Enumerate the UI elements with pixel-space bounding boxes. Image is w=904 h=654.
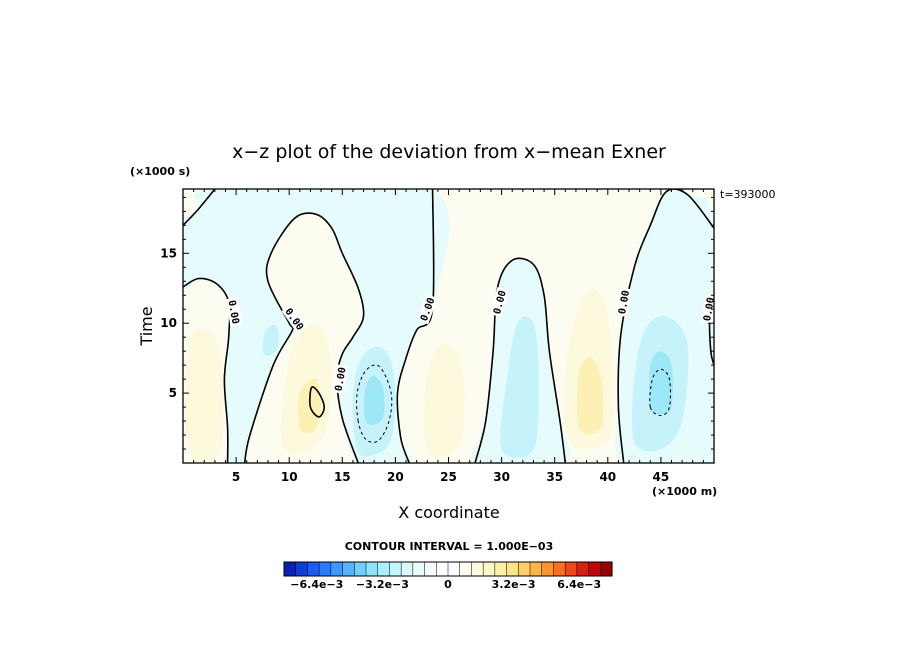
colorbar-swatch-2 bbox=[307, 561, 320, 577]
colorbar-swatch-1 bbox=[295, 561, 308, 577]
y-axis-label: Time bbox=[137, 306, 156, 346]
negative-region-4 bbox=[500, 316, 539, 458]
colorbar-tick-label-2: 0 bbox=[444, 578, 452, 591]
colorbar-swatch-16 bbox=[471, 561, 484, 577]
negative-contour-line-8 bbox=[356, 364, 393, 443]
x-tick-label-40: 40 bbox=[599, 470, 616, 484]
colorbar-swatch-22 bbox=[541, 561, 554, 577]
axis-ticks: 5 10 15 20 25 30 35 40 45 5 10 15 bbox=[160, 189, 714, 484]
x-tick-label-30: 30 bbox=[493, 470, 510, 484]
contour-label-gap-0 bbox=[225, 297, 243, 327]
colorbar-swatch-14 bbox=[447, 561, 461, 577]
colorbar-swatch-26 bbox=[588, 561, 601, 577]
chart-title: x−z plot of the deviation from x−mean Ex… bbox=[232, 141, 666, 163]
negative-contour-line-9 bbox=[649, 368, 671, 417]
contour-label-6: 0.00 bbox=[702, 297, 717, 323]
colorbar-swatch-9 bbox=[389, 561, 402, 577]
contour-label-2: 0.00 bbox=[334, 366, 349, 392]
negative-region-8 bbox=[648, 351, 673, 415]
contour-label-gap-5 bbox=[615, 287, 633, 318]
y-tick-label-5: 5 bbox=[169, 386, 177, 400]
positive-region-11 bbox=[424, 343, 465, 457]
colorbar-tick-label-0: −6.4e−3 bbox=[290, 578, 343, 591]
colorbar-swatch-27 bbox=[600, 561, 613, 577]
zero-contour-line-0 bbox=[183, 189, 216, 226]
colorbar-swatch-24 bbox=[564, 561, 578, 577]
zero-contour-line-7 bbox=[309, 386, 326, 418]
colorbar-swatch-8 bbox=[377, 561, 390, 577]
x-tick-label-45: 45 bbox=[653, 470, 670, 484]
x-tick-label-10: 10 bbox=[281, 470, 298, 484]
colorbar-swatch-10 bbox=[400, 561, 414, 577]
colorbar-swatch-20 bbox=[518, 561, 531, 577]
contour-label-gap-6 bbox=[700, 294, 714, 325]
colorbar-swatch-21 bbox=[529, 561, 543, 577]
colorbar-swatch-17 bbox=[482, 561, 496, 577]
contour-label-gap-3 bbox=[416, 293, 438, 325]
colorbar-swatch-3 bbox=[318, 561, 332, 577]
negative-region-6 bbox=[262, 324, 279, 356]
colorbar: −6.4e−3 −3.2e−3 0 3.2e−3 6.4e−3 bbox=[283, 561, 613, 591]
colorbar-swatch-11 bbox=[412, 561, 426, 577]
colorbar-swatch-18 bbox=[494, 561, 508, 577]
contour-interval-label: CONTOUR INTERVAL = 1.000E−03 bbox=[345, 540, 554, 553]
zero-contour-line-5 bbox=[617, 189, 714, 463]
zero-contour-line-2 bbox=[243, 212, 365, 463]
y-tick-label-10: 10 bbox=[160, 316, 177, 330]
contour-label-5: 0.00 bbox=[617, 290, 632, 316]
positive-region-10 bbox=[185, 328, 224, 462]
y-tick-label-15: 15 bbox=[160, 246, 177, 260]
x-unit-label: (×1000 m) bbox=[652, 485, 717, 498]
colorbar-frame bbox=[283, 561, 613, 577]
colorbar-swatch-12 bbox=[424, 561, 437, 577]
colorbar-tick-label-1: −3.2e−3 bbox=[356, 578, 409, 591]
x-tick-label-35: 35 bbox=[546, 470, 563, 484]
contour-label-gap-2 bbox=[331, 364, 349, 394]
time-stamp: t=393000 bbox=[720, 188, 776, 201]
colorbar-tick-label-4: 6.4e−3 bbox=[557, 578, 601, 591]
colorbar-swatch-4 bbox=[330, 561, 344, 577]
colorbar-swatch-23 bbox=[553, 561, 566, 577]
negative-region-7 bbox=[363, 376, 385, 425]
colorbar-swatch-25 bbox=[576, 561, 590, 577]
x-tick-label-5: 5 bbox=[232, 470, 240, 484]
colorbar-swatch-15 bbox=[459, 561, 472, 577]
colorbar-tick-label-3: 3.2e−3 bbox=[492, 578, 536, 591]
x-tick-label-25: 25 bbox=[440, 470, 457, 484]
y-unit-label: (×1000 s) bbox=[130, 165, 190, 178]
x-tick-label-20: 20 bbox=[387, 470, 404, 484]
colorbar-swatch-13 bbox=[436, 561, 449, 577]
colorbar-swatch-19 bbox=[506, 561, 519, 577]
plot-area: 0.00 0.000.000.00 0.00 0.00 0.00 bbox=[183, 189, 717, 463]
contour-label-0: 0.00 bbox=[226, 299, 241, 325]
colorbar-swatch-7 bbox=[365, 561, 379, 577]
colorbar-swatch-5 bbox=[342, 561, 355, 577]
colorbar-swatch-0 bbox=[283, 561, 297, 577]
zero-contour-line-4 bbox=[474, 257, 567, 463]
contour-label-gap-4 bbox=[490, 287, 509, 318]
colorbar-swatch-6 bbox=[354, 561, 367, 577]
positive-region-14 bbox=[576, 357, 604, 435]
contour-label-gap-1 bbox=[281, 304, 308, 334]
x-tick-label-15: 15 bbox=[334, 470, 351, 484]
x-axis-label: X coordinate bbox=[398, 503, 499, 522]
